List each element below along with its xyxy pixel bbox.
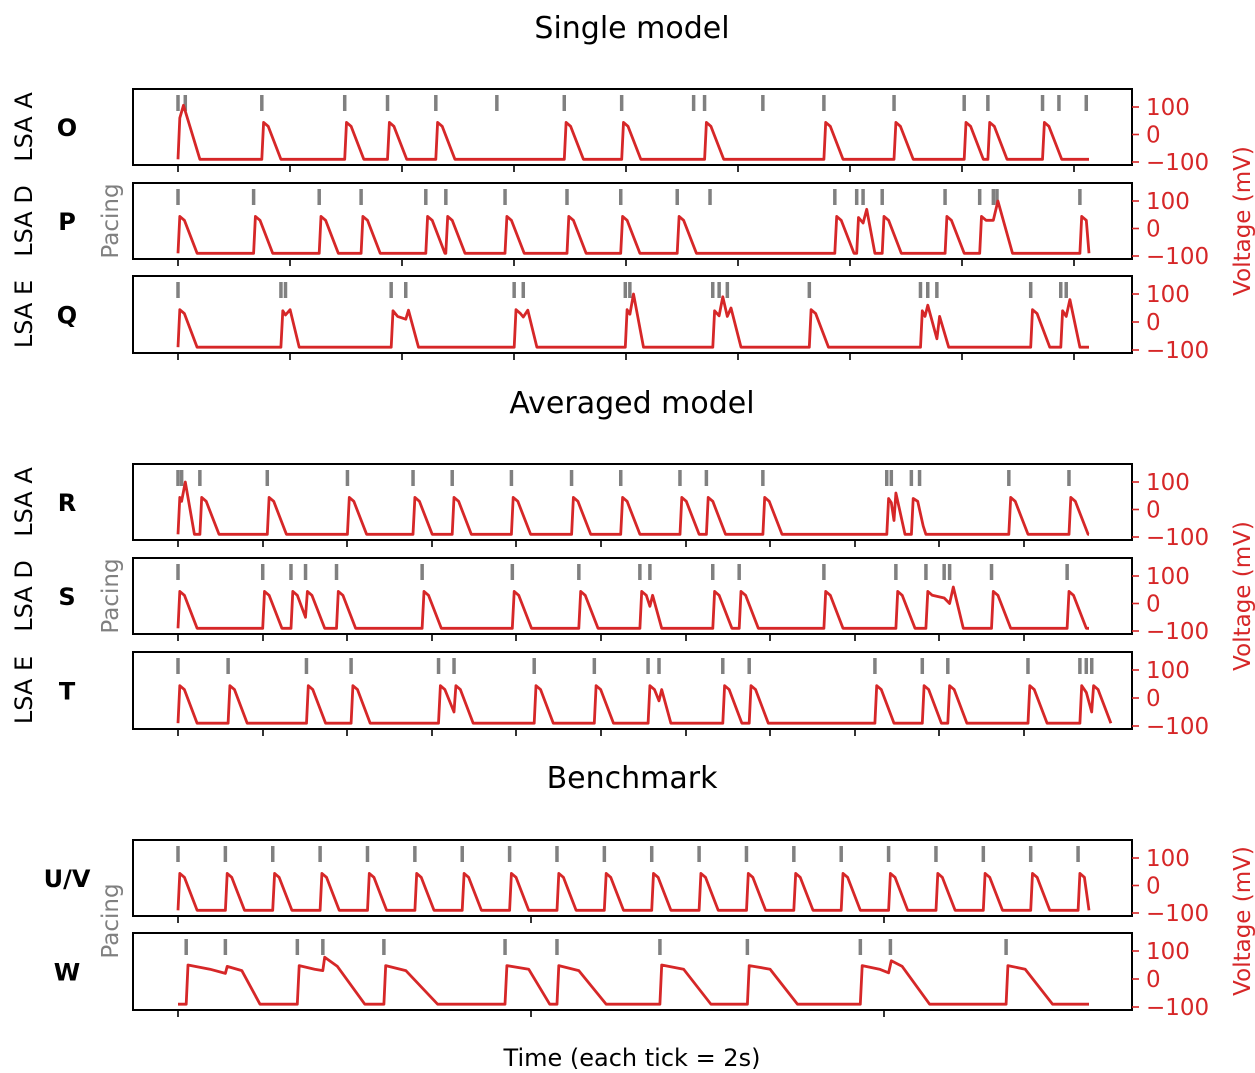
panel-label: P	[58, 208, 76, 236]
panel-label: S	[58, 583, 75, 611]
group-label-1-e: LSA E	[10, 280, 38, 348]
axes-frame	[132, 932, 1133, 1011]
panel-label: R	[58, 489, 76, 517]
y-tick-label: −100	[1146, 619, 1209, 645]
y-tick-label: 0	[1146, 592, 1161, 618]
section-title-single: Single model	[534, 11, 729, 46]
voltage-trace	[176, 480, 1090, 536]
panel-label: Q	[57, 302, 77, 330]
group-label-1-a: LSA A	[10, 92, 38, 162]
y-tick-label: −100	[1146, 150, 1209, 176]
group-label-2-d: LSA D	[10, 560, 38, 632]
voltage-label-averaged: Voltage (mV)	[1230, 521, 1255, 671]
voltage-trace	[176, 872, 1091, 912]
y-tick-label: 100	[1146, 846, 1190, 872]
pacing-label-averaged: Pacing	[98, 558, 124, 633]
y-tick-label: 0	[1146, 874, 1161, 900]
y-tick-label: 0	[1146, 310, 1161, 336]
voltage-trace	[176, 684, 1113, 725]
panel-label: T	[59, 678, 76, 706]
y-tick-label: 0	[1146, 686, 1161, 712]
voltage-label-benchmark: Voltage (mV)	[1230, 846, 1255, 996]
x-axis-label: Time (each tick = 2s)	[503, 1044, 761, 1072]
y-tick-label: 100	[1146, 939, 1190, 965]
y-tick-label: 0	[1146, 498, 1161, 524]
group-label-2-e: LSA E	[10, 656, 38, 724]
y-tick-label: −100	[1146, 901, 1209, 927]
y-tick-label: −100	[1146, 714, 1209, 740]
panel-label: U/V	[44, 865, 91, 893]
y-tick-label: −100	[1146, 525, 1209, 551]
panels: O1000−100P1000−100Q1000−100R1000−100S100…	[44, 88, 1209, 1021]
group-label-2-a: LSA A	[10, 467, 38, 537]
panel-label: W	[54, 959, 80, 987]
axes-frame	[132, 651, 1133, 730]
y-tick-label: 100	[1146, 470, 1190, 496]
axes-frame	[132, 839, 1133, 917]
axes-frame	[132, 557, 1133, 635]
pacing-label-single: Pacing	[98, 183, 124, 258]
y-tick-label: −100	[1146, 244, 1209, 270]
voltage-trace	[176, 292, 1089, 349]
axes-frame	[132, 182, 1133, 260]
y-tick-label: 100	[1146, 658, 1190, 684]
section-title-averaged: Averaged model	[509, 386, 754, 421]
pacing-label-benchmark: Pacing	[98, 883, 124, 958]
y-tick-label: −100	[1146, 338, 1209, 364]
axes-frame	[132, 275, 1133, 354]
group-label-1-d: LSA D	[10, 185, 38, 257]
y-tick-label: −100	[1146, 995, 1209, 1021]
voltage-label-single: Voltage (mV)	[1230, 146, 1255, 296]
voltage-trace	[176, 199, 1091, 255]
axes-frame	[132, 88, 1133, 166]
axes-frame	[132, 463, 1133, 541]
y-tick-label: 100	[1146, 95, 1190, 121]
y-tick-label: 100	[1146, 564, 1190, 590]
voltage-trace	[176, 585, 1089, 630]
voltage-trace	[176, 103, 1089, 161]
panel-label: O	[57, 114, 77, 142]
y-tick-label: 0	[1146, 123, 1161, 149]
y-tick-label: 100	[1146, 282, 1190, 308]
y-tick-label: 0	[1146, 967, 1161, 993]
voltage-trace	[178, 955, 1089, 1006]
y-tick-label: 100	[1146, 189, 1190, 215]
section-title-benchmark: Benchmark	[547, 761, 719, 796]
y-tick-label: 0	[1146, 217, 1161, 243]
